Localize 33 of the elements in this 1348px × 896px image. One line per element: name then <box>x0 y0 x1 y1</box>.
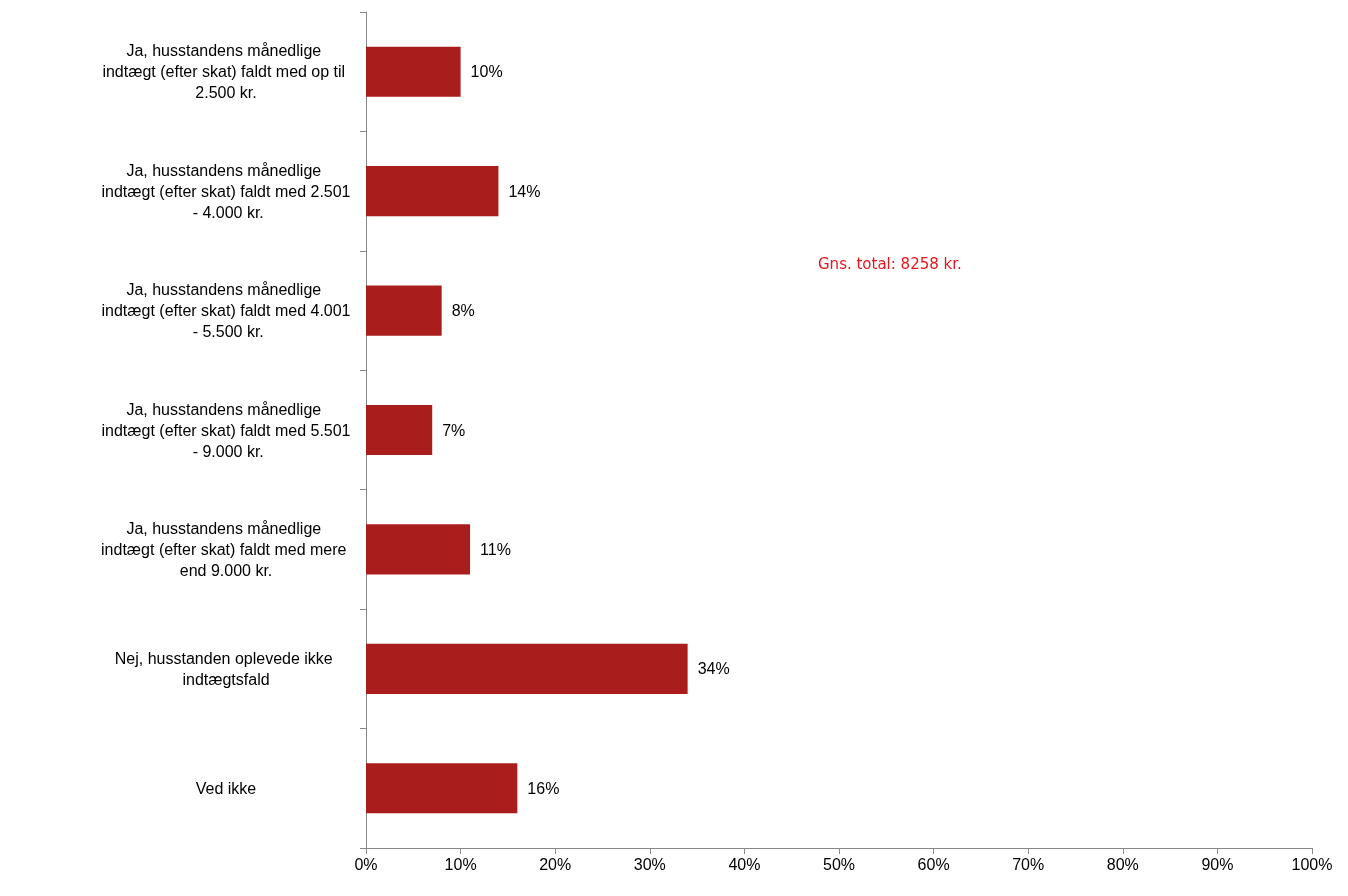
bar <box>366 404 433 456</box>
data-label: 34% <box>697 660 730 678</box>
x-tick-label: 30% <box>633 855 666 873</box>
y-tick-label: Nej, husstanden oplevede ikke indtægtsfald <box>114 649 338 688</box>
bar <box>366 763 518 814</box>
bar <box>366 285 442 336</box>
x-tick-label: 50% <box>822 855 856 873</box>
y-tick-label: Ja, husstandens månedlige indtægt (efter skat) faldt med mere end 9.000 kr. <box>101 519 351 579</box>
x-tick-label: 10% <box>444 855 477 873</box>
y-tick-label: Ved ikke <box>195 779 257 797</box>
y-tick-label: Ja, husstandens månedlige indtægt (efter skat) faldt med 2.501 - 4.000 kr. <box>101 161 351 221</box>
x-tick-label: 80% <box>1106 855 1139 873</box>
y-tick-label: Ja, husstandens månedlige indtægt (efter skat) faldt med op til 2.500 kr. <box>102 42 350 102</box>
x-tick-label: 60% <box>917 855 950 873</box>
bar <box>366 46 461 97</box>
bar <box>366 524 471 575</box>
bar <box>366 643 688 694</box>
y-tick-label: Ja, husstandens månedlige indtægt (efter skat) faldt med 5.501 - 9.000 kr. <box>101 400 351 460</box>
data-label: 16% <box>527 779 560 797</box>
data-label: 10% <box>470 63 503 81</box>
x-tick-label: 90% <box>1201 855 1234 873</box>
data-label: 8% <box>451 302 475 320</box>
bar <box>366 166 499 217</box>
x-tick-label: 0% <box>354 855 378 873</box>
x-tick-label: 40% <box>728 855 761 873</box>
data-label: 7% <box>442 421 466 439</box>
data-label: 14% <box>508 182 541 200</box>
annotation: Gns. total: 8258 kr. <box>818 254 962 273</box>
x-tick-label: 70% <box>1012 855 1045 873</box>
y-tick-label: Ja, husstandens månedlige indtægt (efter skat) faldt med 4.001 - 5.500 kr. <box>101 281 351 341</box>
x-tick-label: 100% <box>1291 855 1333 873</box>
data-label: 11% <box>480 540 511 558</box>
x-tick-label: 20% <box>539 855 572 873</box>
